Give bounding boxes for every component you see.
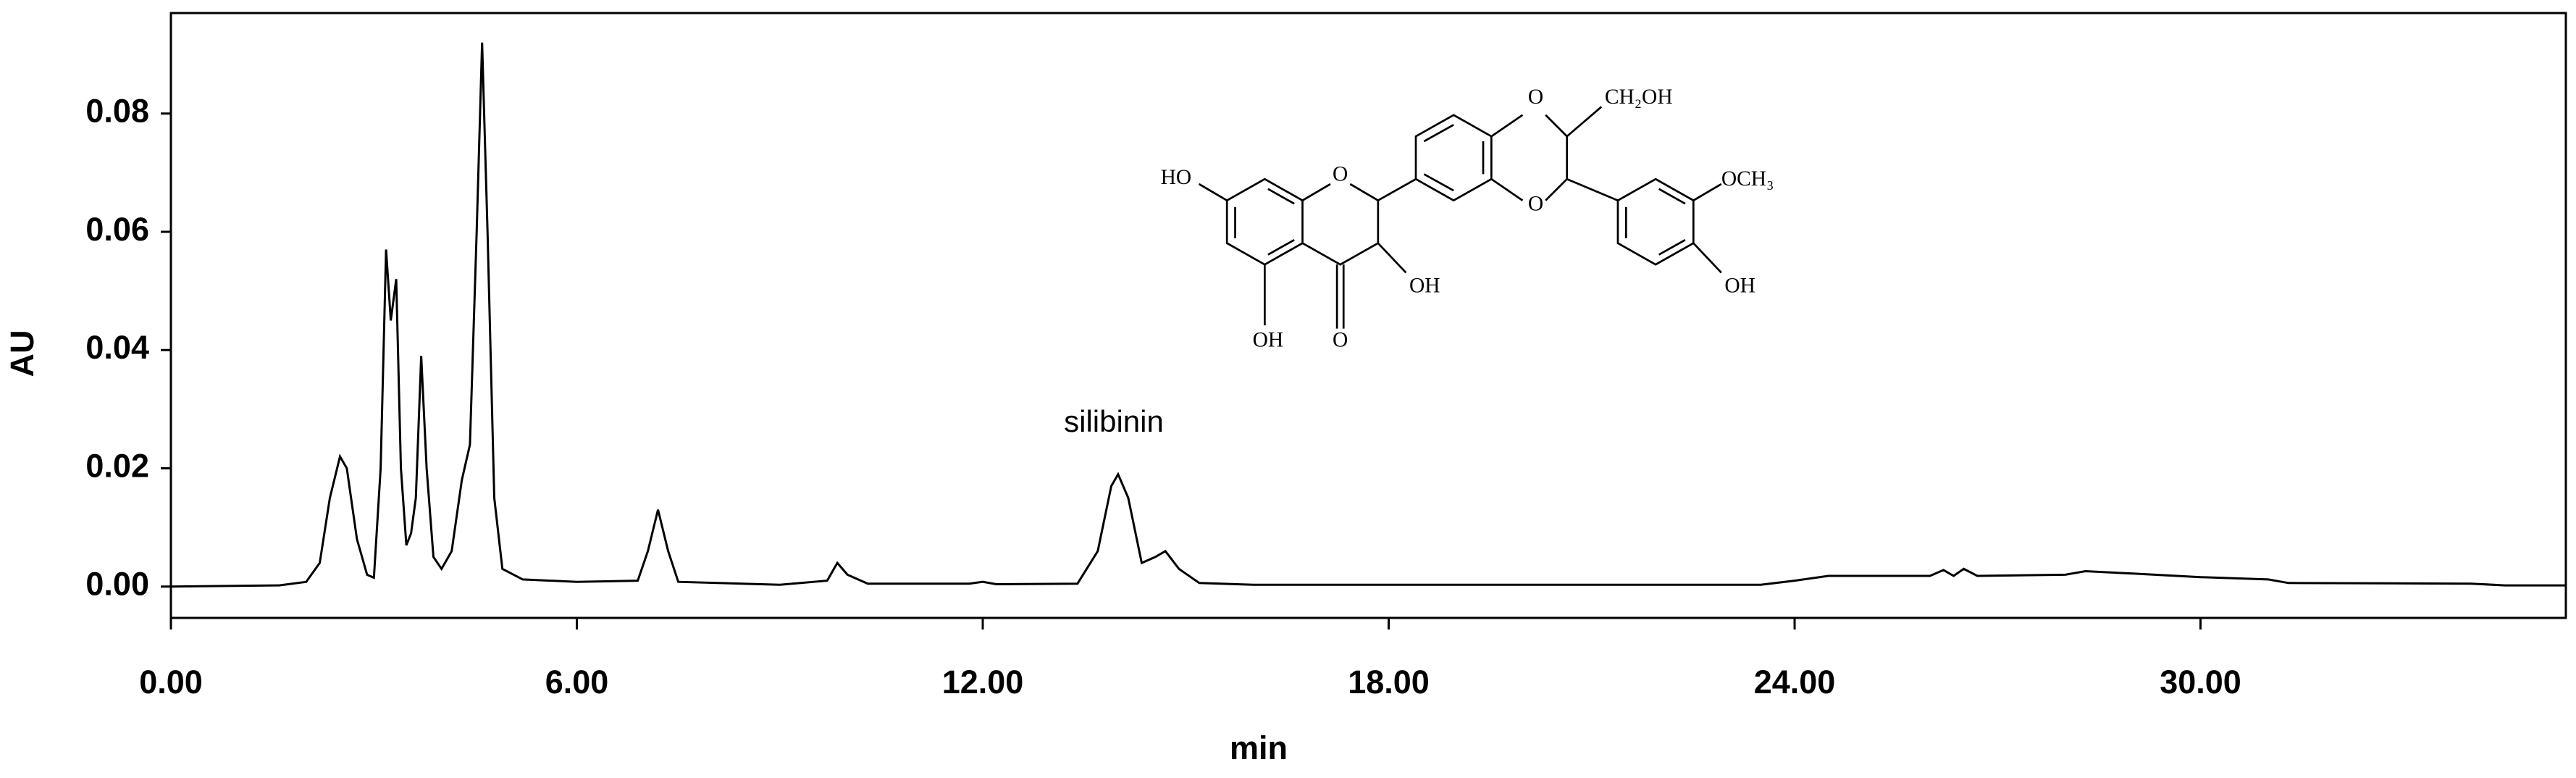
ring: [1616, 177, 1695, 266]
bond: [1692, 183, 1722, 201]
x-tick-label: 24.00: [1754, 664, 1836, 700]
bond: [1198, 183, 1228, 201]
bond: [1377, 178, 1417, 201]
y-tick-label: 0.00: [85, 566, 149, 603]
x-tick-label: 6.00: [545, 664, 609, 700]
x-axis-label: min: [1230, 729, 1288, 766]
bond: [1545, 114, 1569, 201]
ring: [1225, 177, 1304, 266]
bond: [1490, 178, 1524, 201]
bond: [1377, 242, 1407, 274]
structure: HO O O O CH₂OH OCH₃ OH OH OH O: [1161, 85, 1774, 352]
bond: [1267, 188, 1295, 205]
bond: [1423, 124, 1454, 143]
x-tick-label: 12.00: [942, 664, 1024, 700]
bond: [1658, 188, 1686, 205]
bond: [1566, 177, 1619, 201]
structure-label: OH: [1253, 329, 1284, 352]
structure-label: O: [1528, 192, 1543, 215]
bond: [1658, 238, 1686, 256]
y-tick-label: 0.04: [85, 329, 149, 366]
y-axis-label: AU: [4, 330, 41, 377]
y-tick-label: 0.06: [85, 211, 149, 248]
x-tick-label: 0.00: [139, 664, 203, 700]
bond: [1301, 183, 1331, 201]
bond: [1301, 183, 1380, 266]
structure-label: O: [1333, 162, 1348, 185]
peak-annotation: silibinin: [1064, 404, 1164, 438]
structure-label: O: [1333, 329, 1348, 352]
structure-label: OH: [1724, 275, 1755, 298]
x-tick-label: 18.00: [1348, 664, 1430, 700]
plot-frame: [169, 12, 2567, 619]
trace: [170, 42, 2566, 588]
y-tick-label: 0.08: [85, 93, 149, 130]
bond: [1267, 238, 1295, 256]
ring: [1414, 114, 1493, 202]
x-tick-label: 30.00: [2160, 664, 2241, 700]
structure-label: OCH₃: [1721, 167, 1774, 191]
structure-label: HO: [1161, 166, 1192, 189]
bond: [1423, 173, 1454, 192]
bond: [1566, 106, 1603, 138]
bond: [1692, 242, 1722, 274]
y-tick-label: 0.02: [85, 447, 149, 484]
structure-label: OH: [1409, 275, 1440, 298]
structure-label: CH₂OH: [1605, 85, 1673, 109]
bond: [1490, 114, 1524, 138]
structure-label: O: [1528, 85, 1543, 109]
